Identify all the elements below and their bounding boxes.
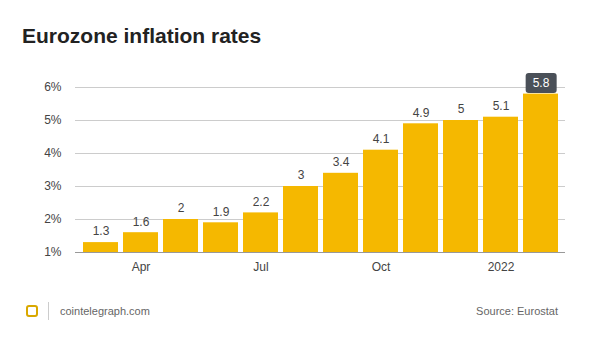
svg-text:3%: 3% xyxy=(44,179,62,193)
svg-text:1%: 1% xyxy=(44,245,62,259)
svg-text:1.3: 1.3 xyxy=(93,224,110,238)
svg-text:3: 3 xyxy=(298,168,305,182)
svg-text:5%: 5% xyxy=(44,113,62,127)
svg-text:2.2: 2.2 xyxy=(253,195,270,209)
svg-text:5.1: 5.1 xyxy=(493,99,510,113)
svg-text:4.9: 4.9 xyxy=(413,106,430,120)
svg-text:1.9: 1.9 xyxy=(213,205,230,219)
svg-text:Jul: Jul xyxy=(253,260,268,274)
svg-text:3.4: 3.4 xyxy=(333,155,350,169)
svg-text:2022: 2022 xyxy=(488,260,515,274)
html-text:cointelegraph.com: cointelegraph.com xyxy=(60,305,150,317)
svg-text:5: 5 xyxy=(458,102,465,116)
svg-text:5.8: 5.8 xyxy=(533,76,550,90)
svg-text:Apr: Apr xyxy=(132,260,151,274)
svg-text:2%: 2% xyxy=(44,212,62,226)
svg-text:Oct: Oct xyxy=(372,260,391,274)
html-text:Eurozone inflation rates: Eurozone inflation rates xyxy=(22,24,262,47)
svg-text:1.6: 1.6 xyxy=(133,215,150,229)
svg-text:6%: 6% xyxy=(44,80,62,94)
svg-text:2: 2 xyxy=(178,201,185,215)
svg-text:4%: 4% xyxy=(44,146,62,160)
svg-text:4.1: 4.1 xyxy=(373,132,390,146)
html-text:Source: Eurostat: Source: Eurostat xyxy=(476,305,558,317)
